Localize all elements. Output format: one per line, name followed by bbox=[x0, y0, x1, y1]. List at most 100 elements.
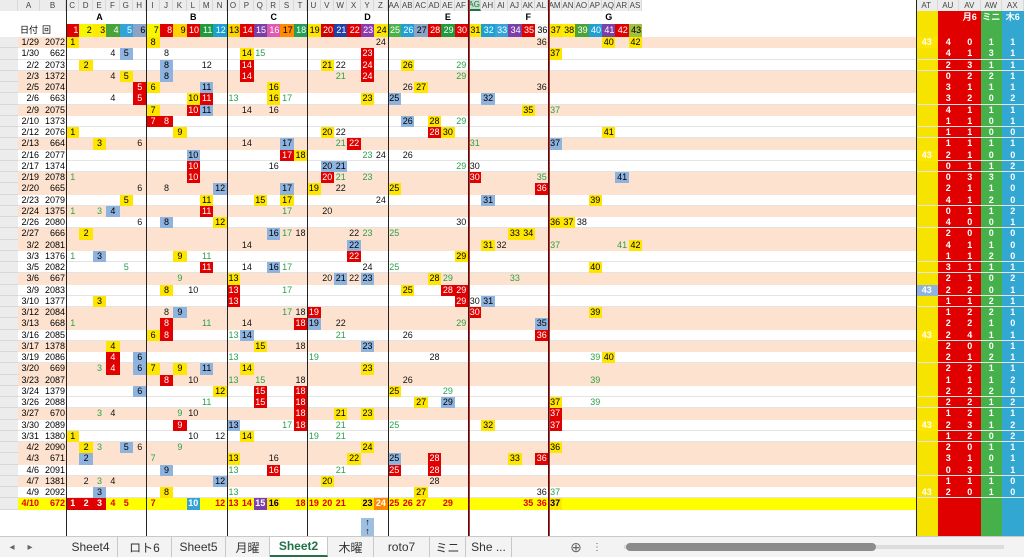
header-cell[interactable]: 12 bbox=[213, 24, 227, 37]
number-cell[interactable]: 1 bbox=[988, 442, 994, 453]
row-header[interactable] bbox=[0, 453, 18, 465]
row-header[interactable] bbox=[0, 205, 18, 217]
header-cell[interactable]: 5 bbox=[119, 24, 133, 37]
number-cell[interactable]: 1 bbox=[1010, 37, 1016, 48]
select-all-corner[interactable] bbox=[0, 0, 18, 11]
number-cell[interactable]: 18 bbox=[293, 419, 308, 431]
header-cell[interactable]: 34 bbox=[508, 24, 522, 37]
draw-number-cell[interactable]: 1374 bbox=[44, 160, 65, 171]
date-cell[interactable]: 4/10 bbox=[21, 498, 39, 509]
number-cell[interactable]: 5 bbox=[119, 442, 133, 454]
number-cell[interactable]: 4 bbox=[945, 37, 951, 48]
number-cell[interactable]: 2 bbox=[988, 194, 994, 205]
number-cell[interactable]: 1 bbox=[66, 430, 80, 442]
header-cell[interactable]: 32 bbox=[481, 24, 495, 37]
number-cell[interactable]: 28 bbox=[427, 453, 442, 465]
number-cell[interactable]: 0 bbox=[945, 464, 951, 475]
number-cell[interactable]: 15 bbox=[255, 374, 266, 385]
draw-number-cell[interactable]: 2088 bbox=[44, 397, 65, 408]
number-cell[interactable]: 17 bbox=[282, 228, 293, 239]
tab-ミニ[interactable]: ミニ bbox=[430, 537, 466, 557]
number-cell[interactable]: 27 bbox=[414, 487, 428, 499]
number-cell[interactable]: 1 bbox=[967, 160, 973, 171]
number-cell[interactable]: 1 bbox=[945, 138, 951, 149]
number-cell[interactable]: 1 bbox=[988, 104, 994, 115]
number-cell[interactable]: 23 bbox=[362, 228, 373, 239]
number-cell[interactable]: 0 bbox=[967, 217, 973, 228]
number-cell[interactable]: 3 bbox=[96, 408, 102, 419]
number-cell[interactable]: 39 bbox=[590, 352, 601, 363]
draw-number-cell[interactable]: 671 bbox=[49, 453, 65, 464]
number-cell[interactable]: 37 bbox=[561, 217, 576, 229]
number-cell[interactable]: 11 bbox=[200, 104, 214, 116]
header-cell[interactable]: 3 bbox=[92, 24, 107, 37]
number-cell[interactable]: 0 bbox=[988, 217, 994, 228]
number-cell[interactable]: 2 bbox=[967, 93, 973, 104]
number-cell[interactable]: 39 bbox=[588, 194, 602, 206]
date-cell[interactable]: 4/6 bbox=[26, 464, 39, 475]
date-cell[interactable]: 3/23 bbox=[21, 374, 39, 385]
number-cell[interactable]: 1 bbox=[1010, 138, 1016, 149]
row-header[interactable] bbox=[0, 273, 18, 285]
number-cell[interactable]: 23 bbox=[360, 93, 375, 105]
number-cell[interactable]: 5 bbox=[119, 194, 133, 206]
number-cell[interactable]: 14 bbox=[241, 239, 252, 250]
number-cell[interactable]: 23 bbox=[360, 340, 375, 352]
draw-number-cell[interactable]: 2078 bbox=[44, 172, 65, 183]
draw-number-cell[interactable]: 2091 bbox=[44, 464, 65, 475]
number-cell[interactable]: 9 bbox=[173, 250, 187, 262]
number-cell[interactable]: 0 bbox=[945, 205, 951, 216]
column-header-aj[interactable]: AJ bbox=[508, 0, 522, 11]
number-cell[interactable]: 3 bbox=[945, 453, 951, 464]
number-cell[interactable]: 1 bbox=[1010, 408, 1016, 419]
number-cell[interactable]: 36 bbox=[536, 37, 547, 48]
column-header-j[interactable]: J bbox=[159, 0, 174, 11]
number-cell[interactable]: 0 bbox=[1010, 487, 1016, 498]
number-cell[interactable]: 1 bbox=[1010, 442, 1016, 453]
number-cell[interactable]: 5 bbox=[119, 48, 133, 60]
number-cell[interactable]: 1 bbox=[70, 172, 76, 183]
number-cell[interactable]: 19 bbox=[308, 498, 319, 509]
number-cell[interactable]: 2 bbox=[988, 250, 994, 261]
number-cell[interactable]: 21 bbox=[335, 70, 346, 81]
number-cell[interactable]: 20 bbox=[322, 273, 333, 284]
number-cell[interactable]: 36 bbox=[536, 487, 547, 498]
number-cell[interactable]: 13 bbox=[226, 284, 241, 296]
number-cell[interactable]: 9 bbox=[159, 464, 174, 476]
row-header[interactable] bbox=[0, 59, 18, 71]
number-cell[interactable]: 18 bbox=[293, 397, 308, 409]
number-cell[interactable]: 36 bbox=[548, 217, 562, 229]
number-cell[interactable]: 4 bbox=[945, 217, 951, 228]
number-cell[interactable]: 1 bbox=[1010, 262, 1016, 273]
column-header-ap[interactable]: AP bbox=[588, 0, 602, 11]
number-cell[interactable]: 27 bbox=[416, 498, 427, 509]
header-cell[interactable]: 35 bbox=[521, 24, 535, 37]
row-header[interactable] bbox=[0, 352, 18, 364]
number-cell[interactable]: 29 bbox=[456, 59, 467, 70]
number-cell[interactable]: 3 bbox=[945, 93, 951, 104]
date-cell[interactable]: 3/31 bbox=[21, 430, 39, 441]
number-cell[interactable]: 20 bbox=[320, 475, 334, 487]
number-cell[interactable]: 2 bbox=[988, 385, 994, 396]
number-cell[interactable]: 10 bbox=[186, 498, 200, 510]
tab-scroll-right-icon[interactable]: ▸ bbox=[27, 541, 33, 553]
row-header[interactable] bbox=[0, 262, 18, 274]
number-cell[interactable]: 3 bbox=[967, 172, 973, 183]
number-cell[interactable]: 3 bbox=[967, 59, 973, 70]
scrollbar-thumb[interactable] bbox=[626, 543, 876, 551]
number-cell[interactable]: 4 bbox=[110, 475, 116, 486]
number-cell[interactable]: 13 bbox=[228, 487, 239, 498]
number-cell[interactable]: 1 bbox=[967, 295, 973, 306]
column-header-ar[interactable]: AR bbox=[615, 0, 629, 11]
row-header[interactable] bbox=[0, 194, 18, 206]
number-cell[interactable]: 1 bbox=[1010, 115, 1016, 126]
number-cell[interactable]: 18 bbox=[293, 318, 308, 330]
column-header-ah[interactable]: AH bbox=[481, 0, 495, 11]
number-cell[interactable]: 18 bbox=[293, 149, 308, 161]
number-cell[interactable]: 32 bbox=[481, 93, 495, 105]
date-cell[interactable]: 3/3 bbox=[26, 250, 39, 261]
number-cell[interactable]: 22 bbox=[335, 59, 346, 70]
header-cell[interactable]: F bbox=[525, 12, 532, 22]
row-header[interactable] bbox=[0, 82, 18, 94]
number-cell[interactable]: 10 bbox=[188, 408, 199, 419]
